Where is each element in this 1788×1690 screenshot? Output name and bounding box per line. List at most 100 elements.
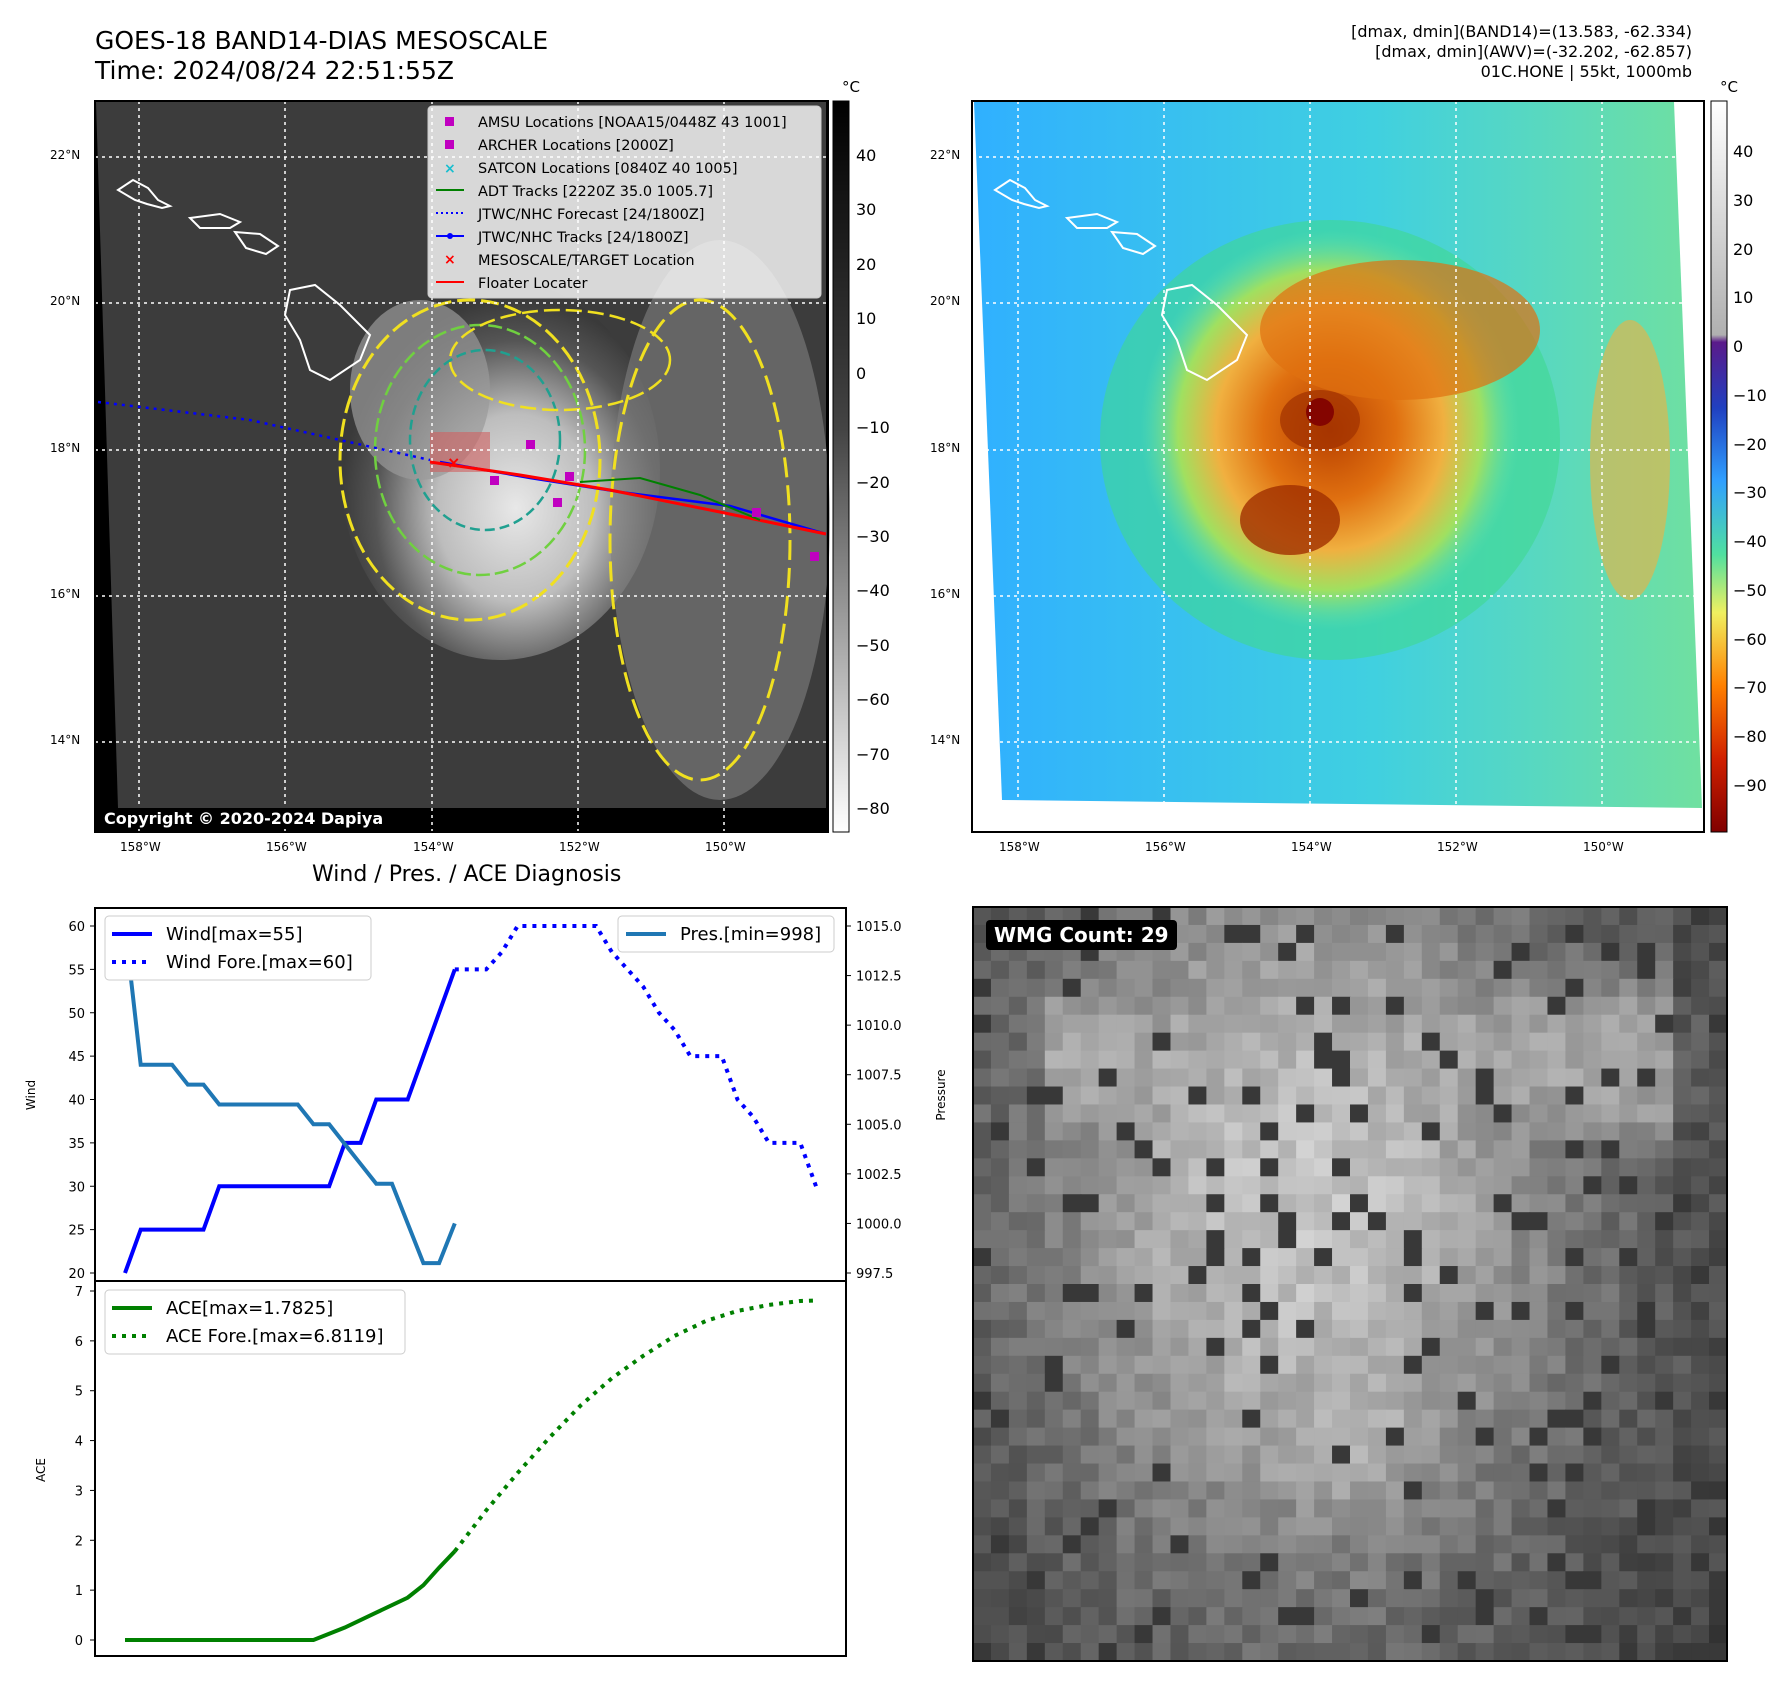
left-cbar-tick: −30 — [856, 526, 890, 546]
ace-tick-label: 0 — [75, 1634, 83, 1649]
legend-adt: ADT Tracks [2220Z 35.0 1005.7] — [478, 184, 714, 200]
wind-legend-label: Wind[max=55] — [166, 924, 303, 945]
left-cbar-tick: 0 — [856, 363, 867, 383]
pres-legend-box — [617, 915, 835, 953]
legend-archer: ARCHER Locations [2000Z] — [478, 138, 674, 154]
figure-title: GOES-18 BAND14-DIAS MESOSCALE — [95, 26, 549, 55]
r-lon-label-150: 150°W — [1583, 840, 1624, 854]
right-cbar-ticks: 40 30 20 10 0 −10 −20 −30 −40 −50 −60 −70 −80 −90 — [1733, 0, 1788, 880]
lon-label-156: 156°W — [266, 840, 307, 854]
storm-info: [dmax, dmin](BAND14)=(13.583, -62.334) [… — [1351, 22, 1692, 82]
copyright-label: Copyright © 2020-2024 Dapiya — [98, 808, 390, 829]
ace-axis-label: ACE — [34, 1458, 48, 1482]
pres-tick-label: 1000.0 — [856, 1217, 902, 1232]
legend-jtwc-tracks: JTWC/NHC Tracks [24/1800Z] — [478, 230, 689, 246]
wind-forecast-line — [454, 924, 818, 1187]
wind-tick-label: 25 — [68, 1224, 85, 1239]
pres-legend-label: Pres.[min=998] — [680, 924, 821, 945]
r-lat-label-22: 22°N — [930, 148, 961, 162]
right-cbar-tick: −80 — [1733, 727, 1767, 747]
r-lon-label-156: 156°W — [1145, 840, 1186, 854]
lon-label-152: 152°W — [559, 840, 600, 854]
pres-tick-label: 997.5 — [856, 1267, 893, 1282]
lat-label-22: 22°N — [50, 148, 81, 162]
right-cbar-tick: −20 — [1733, 434, 1767, 454]
svg-text:×: × — [444, 161, 456, 177]
right-cbar-tick: 40 — [1733, 142, 1754, 161]
ace-tick-label: 6 — [75, 1335, 83, 1350]
ace-tick-label: 5 — [75, 1385, 83, 1400]
wind-tick-label: 55 — [68, 963, 85, 978]
r-lat-label-16: 16°N — [930, 587, 961, 601]
wind-tick-label: 30 — [68, 1180, 85, 1195]
legend-floater: Floater Locater — [478, 276, 588, 292]
right-colorbar — [1710, 100, 1728, 833]
right-cbar-tick: 30 — [1733, 190, 1754, 210]
right-cbar-tick: −10 — [1733, 385, 1767, 405]
ace-tick-label: 7 — [75, 1285, 83, 1300]
figure-time: Time: 2024/08/24 22:51:55Z — [95, 56, 454, 85]
right-cbar-tick: −90 — [1733, 776, 1767, 795]
pressure-line — [123, 925, 457, 1266]
wind-tick-label: 20 — [68, 1267, 85, 1282]
wind-axis-label: Wind — [24, 1080, 38, 1110]
right-cbar-tick: −50 — [1733, 580, 1767, 600]
left-colorbar — [832, 100, 850, 833]
lat-label-14: 14°N — [50, 733, 81, 747]
ace-tick-label: 3 — [75, 1484, 83, 1499]
r-lon-label-158: 158°W — [999, 840, 1040, 854]
lon-label-150: 150°W — [705, 840, 746, 854]
left-map-frame — [94, 100, 829, 833]
lon-label-158: 158°W — [120, 840, 161, 854]
ace-legend-box — [104, 1289, 406, 1355]
left-cbar-tick: 10 — [856, 309, 877, 329]
wind-fore-legend-label: Wind Fore.[max=60] — [166, 952, 353, 973]
right-cbar-unit: °C — [1720, 78, 1738, 96]
right-cbar-tick: −30 — [1733, 483, 1767, 503]
ace-panel-frame — [94, 1280, 847, 1657]
r-lon-label-154: 154°W — [1291, 840, 1332, 854]
legend-satcon: SATCON Locations [0840Z 40 1005] — [478, 161, 738, 177]
left-cbar-tick: −20 — [856, 472, 890, 492]
right-cbar-tick: 20 — [1733, 239, 1754, 259]
legend-amsu: AMSU Locations [NOAA15/0448Z 43 1001] — [478, 115, 787, 131]
pres-tick-label: 1007.5 — [856, 1069, 902, 1084]
left-cbar-tick: 30 — [856, 200, 877, 220]
legend-labels: AMSU Locations [NOAA15/0448Z 43 1001] AR… — [478, 112, 787, 296]
left-cbar-tick: −80 — [856, 799, 890, 818]
left-cbar-tick: 20 — [856, 254, 877, 274]
right-cbar-tick: 0 — [1733, 337, 1744, 357]
left-cbar-tick: −40 — [856, 581, 890, 601]
pres-tick-label: 1015.0 — [856, 920, 902, 935]
maps-layer: × × × — [94, 100, 1728, 833]
legend-target: MESOSCALE/TARGET Location — [478, 253, 695, 269]
legend-jtwc-forecast: JTWC/NHC Forecast [24/1800Z] — [478, 207, 705, 223]
right-cbar-tick: −60 — [1733, 629, 1767, 649]
wind-legend-box — [104, 915, 372, 981]
pres-tick-label: 1010.0 — [856, 1019, 902, 1034]
ace-tick-label: 4 — [75, 1435, 83, 1450]
wind-tick-label: 45 — [68, 1050, 85, 1065]
left-cbar-ticks: 40 30 20 10 0 −10 −20 −30 −40 −50 −60 −70 −80 — [856, 0, 916, 880]
left-cbar-tick: 40 — [856, 146, 877, 165]
pres-axis-label: Pressure — [934, 1069, 948, 1120]
left-cbar-tick: −60 — [856, 690, 890, 710]
svg-text:×: × — [444, 252, 456, 268]
lat-label-20: 20°N — [50, 294, 81, 308]
pres-tick-label: 1002.5 — [856, 1168, 902, 1183]
map-legend: × × — [427, 105, 822, 299]
awv-stats: [dmax, dmin](AWV)=(-32.202, -62.857) — [1375, 42, 1692, 61]
wmg-image — [972, 906, 1728, 1662]
pres-tick-label: 1005.0 — [856, 1118, 902, 1133]
ace-line — [125, 1549, 457, 1642]
ace-fore-legend-label: ACE Fore.[max=6.8119] — [166, 1326, 384, 1347]
ace-tick-label: 2 — [75, 1534, 83, 1549]
ace-forecast-line — [453, 1298, 817, 1553]
ace-legend-label: ACE[max=1.7825] — [166, 1298, 333, 1319]
r-lon-label-152: 152°W — [1437, 840, 1478, 854]
lat-label-16: 16°N — [50, 587, 81, 601]
r-lat-label-14: 14°N — [930, 733, 961, 747]
left-cbar-tick: −10 — [856, 418, 890, 438]
band14-stats: [dmax, dmin](BAND14)=(13.583, -62.334) — [1351, 22, 1692, 41]
wmg-count-badge: WMG Count: 29 — [986, 920, 1177, 950]
